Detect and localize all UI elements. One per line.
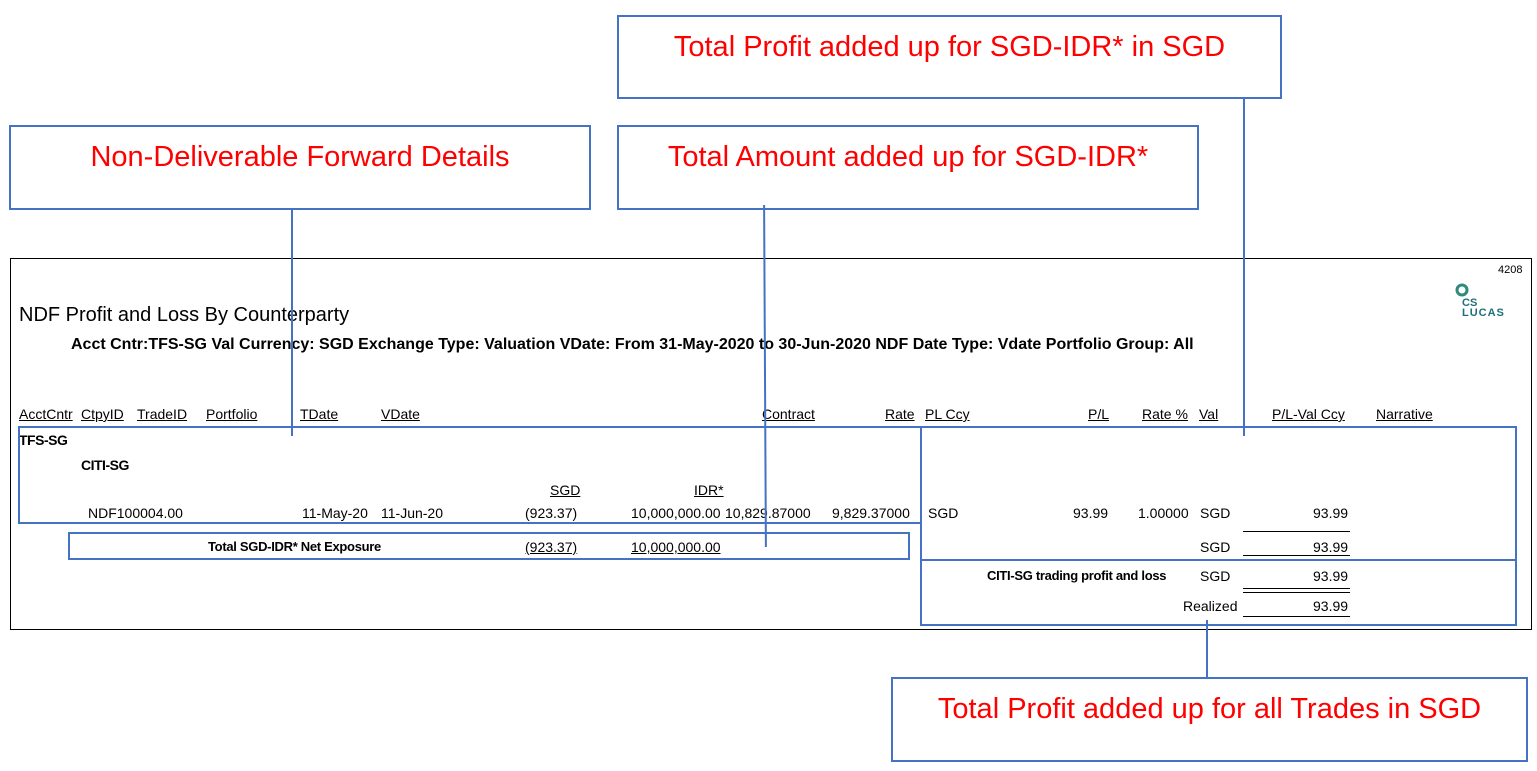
logo-line2: LUCAS xyxy=(1462,307,1505,319)
row-sgd: (923.37) xyxy=(525,505,578,521)
report-page xyxy=(10,258,1532,630)
net-exposure-value: 93.99 xyxy=(1313,539,1349,555)
callout-ndf-details-text: Non-Deliverable Forward Details xyxy=(90,141,510,173)
callout-profit-all-text: Total Profit added up for all Trades in … xyxy=(937,693,1482,725)
row-plvalccy: 93.99 xyxy=(1313,505,1349,521)
connector-profit-all xyxy=(1206,620,1208,678)
highlight-ndf-details xyxy=(18,426,922,524)
cs-lucas-logo: CS LUCAS xyxy=(1455,283,1515,323)
row-tradeid: NDF100004.00 xyxy=(88,505,183,521)
row-tdate: 11-May-20 xyxy=(302,505,368,521)
row-plccy: SGD xyxy=(928,505,959,521)
net-exposure-label: Total SGD-IDR* Net Exposure xyxy=(208,539,381,554)
row-vdate: 11-Jun-20 xyxy=(381,505,444,521)
plval-rule-5 xyxy=(1243,616,1350,617)
header-plccy: PL Ccy xyxy=(925,406,970,422)
plval-rule-2 xyxy=(1243,555,1350,556)
callout-profit-sgd: Total Profit added up for SGD-IDR* in SG… xyxy=(617,15,1282,99)
header-portfolio: Portfolio xyxy=(206,406,258,422)
header-ctpyid: CtpyID xyxy=(81,406,124,422)
callout-profit-all: Total Profit added up for all Trades in … xyxy=(891,677,1528,762)
header-pl: P/L xyxy=(1088,406,1110,422)
net-exposure-idr: 10,000,000.00 xyxy=(631,539,721,555)
header-tdate: TDate xyxy=(300,406,339,422)
plval-rule-4 xyxy=(1243,592,1350,593)
header-contract: Contract xyxy=(762,406,815,422)
header-vdate: VDate xyxy=(381,406,420,422)
trading-pl-value: 93.99 xyxy=(1313,568,1349,584)
highlight-profit-sgd xyxy=(920,426,1517,561)
report-subtitle: Acct Cntr:TFS-SG Val Currency: SGD Excha… xyxy=(71,336,1194,353)
ccy-header-idr: IDR* xyxy=(694,482,724,498)
header-narrative: Narrative xyxy=(1376,406,1433,422)
callout-total-amount: Total Amount added up for SGD-IDR* xyxy=(617,125,1199,210)
trading-pl-label: CITI-SG trading profit and loss xyxy=(987,568,1167,583)
header-rate: Rate xyxy=(885,406,915,422)
header-ratepct: Rate % xyxy=(1142,406,1188,422)
net-exposure-sgd: (923.37) xyxy=(525,539,578,555)
callout-total-amount-text: Total Amount added up for SGD-IDR* xyxy=(667,141,1149,173)
row-contract: 10,829.87000 xyxy=(725,505,811,521)
page-number: 4208 xyxy=(1498,264,1523,276)
group-label: TFS-SG xyxy=(19,432,68,448)
row-ratepct: 1.00000 xyxy=(1138,505,1189,521)
logo-line1: CS xyxy=(1462,297,1478,309)
counterparty-label: CITI-SG xyxy=(81,457,129,473)
row-idr: 10,000,000.00 xyxy=(631,505,721,521)
realized-label: Realized xyxy=(1183,598,1238,614)
callout-profit-sgd-text: Total Profit added up for SGD-IDR* in SG… xyxy=(673,31,1226,63)
net-exposure-ccy: SGD xyxy=(1200,539,1231,555)
row-val: SGD xyxy=(1200,505,1231,521)
connector-ndf-details xyxy=(291,210,293,436)
report-title: NDF Profit and Loss By Counterparty xyxy=(19,304,350,326)
header-plvalccy: P/L-Val Ccy xyxy=(1272,406,1345,422)
header-tradeid: TradeID xyxy=(137,406,188,422)
connector-profit-sgd xyxy=(1243,99,1245,436)
plval-rule-1 xyxy=(1243,531,1350,532)
header-val: Val xyxy=(1199,406,1219,422)
logo-circle-icon xyxy=(1455,283,1469,297)
realized-value: 93.99 xyxy=(1313,598,1349,614)
callout-ndf-details: Non-Deliverable Forward Details xyxy=(9,125,591,210)
trading-pl-ccy: SGD xyxy=(1200,568,1231,584)
ccy-header-sgd: SGD xyxy=(550,482,581,498)
highlight-net-exposure xyxy=(68,532,910,560)
highlight-profit-all xyxy=(920,559,1517,626)
row-rate: 9,829.37000 xyxy=(832,505,910,521)
plval-rule-3 xyxy=(1243,588,1350,589)
header-acctcntr: AcctCntr xyxy=(19,406,73,422)
row-pl: 93.99 xyxy=(1073,505,1109,521)
